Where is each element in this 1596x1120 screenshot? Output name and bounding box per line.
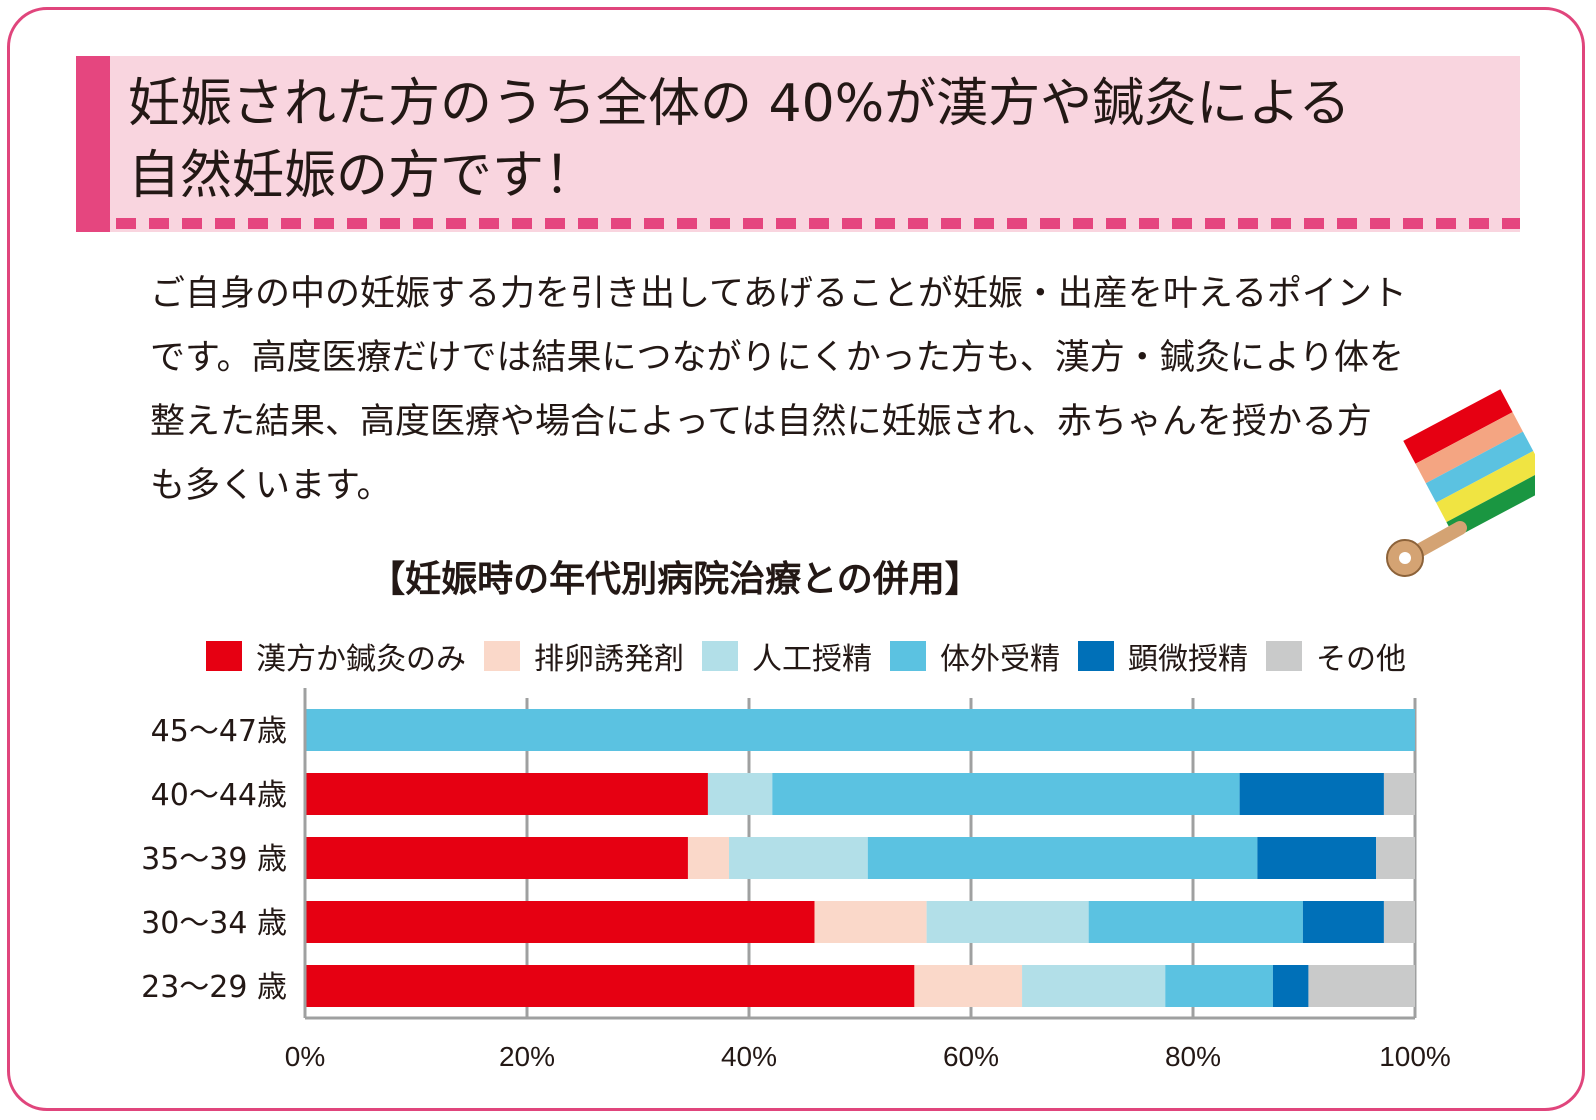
bar-segment — [305, 709, 1415, 751]
headline-line-1: 妊娠された方のうち全体の 40%が漢方や鍼灸による — [128, 74, 1351, 134]
body-paragraph: ご自身の中の妊娠する力を引き出してあげることが妊娠・出産を叶えるポイント です。… — [150, 262, 1450, 518]
body-line-3: 整えた結果、高度医療や場合によっては自然に妊娠され、赤ちゃんを授かる方 — [150, 402, 1372, 442]
category-label: 45〜47歳 — [151, 714, 287, 749]
legend-label: 体外受精 — [940, 642, 1060, 677]
bar-segment — [305, 773, 708, 815]
body-line-4: も多くいます。 — [150, 466, 392, 506]
bar-segment — [1088, 901, 1303, 943]
legend-swatch — [1266, 641, 1302, 671]
legend-swatch — [702, 641, 738, 671]
body-line-2: です。高度医療だけでは結果につながりにくかった方も、漢方・鍼灸により体を — [150, 338, 1405, 378]
legend-item: 人工授精 — [702, 634, 872, 678]
x-tick-label: 60% — [943, 1041, 999, 1072]
category-label: 30〜34 歳 — [141, 906, 287, 941]
bar-segment — [867, 837, 1258, 879]
legend-label: 人工授精 — [752, 642, 872, 677]
category-label: 23〜29 歳 — [141, 970, 287, 1005]
chart-title: 【妊娠時の年代別病院治療との併用】 — [369, 559, 981, 600]
headline: 妊娠された方のうち全体の 40%が漢方や鍼灸による 自然妊娠の方です！ — [128, 68, 1508, 212]
legend-label: 顕微授精 — [1128, 642, 1248, 677]
bar-segment — [1257, 837, 1377, 879]
bar-segment — [1272, 965, 1309, 1007]
bar-segment — [1165, 965, 1273, 1007]
category-label: 35〜39 歳 — [141, 842, 287, 877]
legend-item: 顕微授精 — [1078, 634, 1248, 678]
chart-legend: 漢方か鍼灸のみ 排卵誘発剤 人工授精 体外受精 顕微授精 その他 — [206, 634, 1466, 678]
x-tick-label: 0% — [285, 1041, 325, 1072]
legend-item: その他 — [1266, 634, 1406, 678]
bar-segment — [305, 837, 688, 879]
legend-item: 体外受精 — [890, 634, 1060, 678]
bar-segment — [1302, 901, 1384, 943]
legend-label: 排卵誘発剤 — [534, 642, 684, 677]
legend-item: 排卵誘発剤 — [484, 634, 684, 678]
bar-segment — [926, 901, 1089, 943]
body-line-1: ご自身の中の妊娠する力を引き出してあげることが妊娠・出産を叶えるポイント — [150, 274, 1407, 314]
legend-swatch — [484, 641, 520, 671]
bar-segment — [1022, 965, 1166, 1007]
bar-segment — [1383, 901, 1415, 943]
legend-swatch — [890, 641, 926, 671]
bar-segment — [687, 837, 730, 879]
bar-segment — [1239, 773, 1384, 815]
category-label: 40〜44歳 — [151, 778, 287, 813]
bar-segment — [707, 773, 773, 815]
legend-swatch — [206, 641, 242, 671]
x-tick-label: 100% — [1379, 1041, 1451, 1072]
bar-segment — [914, 965, 1023, 1007]
bar-segment — [1383, 773, 1415, 815]
bar-segment — [814, 901, 927, 943]
bar-segment — [1376, 837, 1415, 879]
rattle-toy-icon — [1386, 389, 1535, 577]
headline-box — [76, 56, 1520, 232]
legend-label: その他 — [1316, 642, 1406, 677]
headline-accent-bar — [76, 56, 110, 232]
legend-swatch — [1078, 641, 1114, 671]
bar-segment — [729, 837, 868, 879]
bar-segment — [305, 965, 915, 1007]
legend-item: 漢方か鍼灸のみ — [206, 634, 466, 678]
x-tick-label: 80% — [1165, 1041, 1221, 1072]
headline-line-2: 自然妊娠の方です！ — [128, 146, 597, 206]
bar-segment — [305, 901, 815, 943]
headline-dashed-underline — [116, 218, 1520, 229]
x-tick-label: 20% — [499, 1041, 555, 1072]
bar-segment — [772, 773, 1240, 815]
legend-label: 漢方か鍼灸のみ — [256, 642, 466, 677]
bar-segment — [1308, 965, 1415, 1007]
x-tick-label: 40% — [721, 1041, 777, 1072]
